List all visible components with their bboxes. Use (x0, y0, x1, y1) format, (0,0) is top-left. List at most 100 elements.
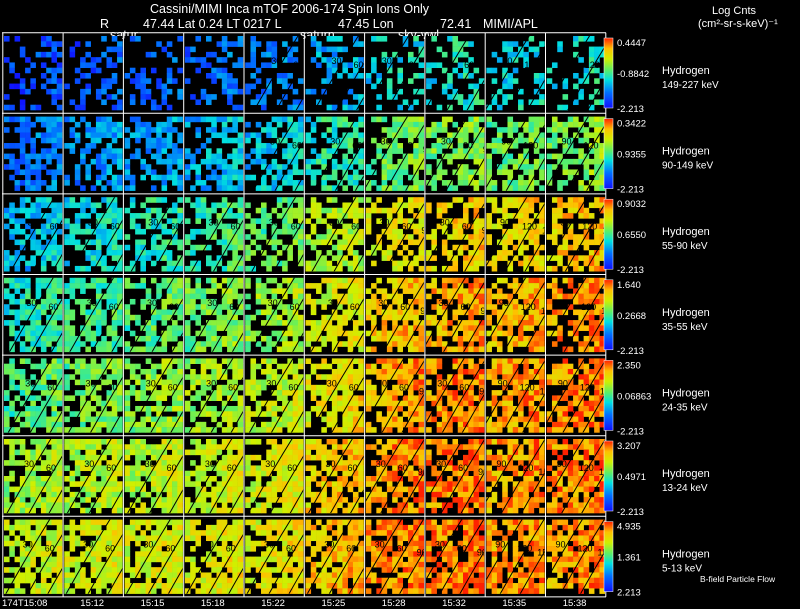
heatmap-pixel (282, 228, 288, 235)
heatmap-pixel (177, 314, 183, 321)
heatmap-pixel (321, 384, 327, 391)
heatmap-pixel (161, 335, 168, 342)
heatmap-pixel (397, 213, 404, 219)
heatmap-pixel (305, 132, 312, 139)
heatmap-pixel (4, 164, 10, 170)
heatmap-pixel (331, 185, 338, 191)
heatmap-pixel (117, 384, 123, 391)
heatmap-pixel (74, 169, 81, 176)
heatmap-pixel (512, 368, 519, 375)
credit-label: MIMI/APL (483, 17, 538, 31)
heatmap-pixel (468, 202, 474, 209)
heatmap-pixel (172, 218, 178, 224)
heatmap-pixel (539, 116, 545, 123)
heatmap-pixel (337, 255, 343, 261)
heatmap-pixel (211, 411, 217, 417)
heatmap-pixel (347, 288, 354, 294)
heatmap-pixel (452, 358, 459, 364)
heatmap-pixel (436, 207, 443, 214)
heatmap-pixel (533, 99, 540, 106)
heatmap-pixel (546, 265, 553, 272)
heatmap-pixel (418, 325, 425, 331)
heatmap-pixel (528, 395, 535, 401)
heatmap-pixel (161, 180, 168, 186)
heatmap-pixel (111, 411, 118, 417)
heatmap-pixel (452, 94, 459, 100)
heatmap-pixel (452, 293, 459, 300)
heatmap-pixel (473, 158, 480, 165)
heatmap-pixel (200, 185, 207, 191)
heatmap-pixel (95, 411, 102, 417)
contour-line (172, 253, 183, 272)
heatmap-pixel (276, 78, 283, 84)
heatmap-pixel (376, 368, 382, 375)
heatmap-pixel (255, 148, 262, 154)
heatmap-pixel (371, 395, 377, 401)
heatmap-pixel (211, 153, 217, 160)
heatmap-pixel (95, 137, 102, 144)
heatmap-pixel (237, 416, 244, 423)
heatmap-pixel (436, 213, 443, 219)
heatmap-pixel (184, 153, 191, 160)
heatmap-pixel (321, 57, 327, 63)
heatmap-pixel (557, 121, 563, 128)
heatmap-pixel (287, 104, 293, 111)
heatmap-pixel (533, 320, 540, 326)
heatmap-pixel (358, 153, 364, 160)
heatmap-pixel (90, 57, 97, 63)
contour-label: 60 (399, 383, 409, 393)
heatmap-pixel (172, 202, 178, 209)
heatmap-pixel (69, 239, 76, 246)
heatmap-pixel (297, 400, 304, 407)
heatmap-pixel (69, 325, 76, 331)
heatmap-pixel (74, 202, 81, 209)
heatmap-pixel (255, 288, 262, 294)
heatmap-pixel (452, 255, 459, 261)
heatmap-pixel (30, 153, 36, 160)
heatmap-pixel (496, 390, 503, 396)
contour-line (336, 62, 364, 110)
heatmap-pixel (111, 330, 118, 337)
heatmap-pixel (491, 137, 498, 144)
heatmap-pixel (426, 358, 432, 364)
heatmap-pixel (331, 169, 338, 176)
heatmap-pixel (518, 207, 524, 214)
heatmap-pixel (486, 104, 492, 111)
heatmap-pixel (551, 314, 558, 321)
heatmap-pixel (539, 260, 545, 267)
heatmap-pixel (184, 169, 191, 176)
heatmap-pixel (533, 132, 540, 139)
heatmap-pixel (337, 213, 343, 219)
heatmap-pixel (447, 36, 453, 42)
heatmap-pixel (507, 197, 514, 203)
heatmap-pixel (331, 427, 338, 433)
heatmap-pixel (30, 202, 36, 209)
heatmap-pixel (452, 374, 459, 380)
heatmap-pixel (321, 298, 327, 305)
heatmap-pixel (326, 223, 333, 230)
heatmap-pixel (177, 164, 183, 170)
heatmap-pixel (407, 153, 414, 160)
heatmap-pixel (342, 421, 348, 428)
heatmap-pixel (352, 36, 359, 42)
heatmap-pixel (111, 153, 118, 160)
heatmap-pixel (594, 288, 600, 294)
heatmap-pixel (156, 363, 162, 370)
heatmap-pixel (51, 116, 58, 123)
heatmap-pixel (518, 213, 524, 219)
heatmap-pixel (365, 207, 372, 214)
heatmap-pixel (496, 277, 503, 284)
heatmap-pixel (282, 244, 288, 251)
heatmap-pixel (245, 255, 251, 261)
heatmap-pixel (232, 283, 238, 289)
heatmap-pixel (473, 148, 480, 154)
heatmap-pixel (287, 213, 293, 219)
heatmap-pixel (276, 384, 283, 391)
contour-line (356, 96, 364, 110)
heatmap-pixel (507, 325, 514, 331)
heatmap-pixel (599, 335, 605, 342)
heatmap-pixel (227, 207, 233, 214)
heatmap-pixel (331, 416, 338, 423)
